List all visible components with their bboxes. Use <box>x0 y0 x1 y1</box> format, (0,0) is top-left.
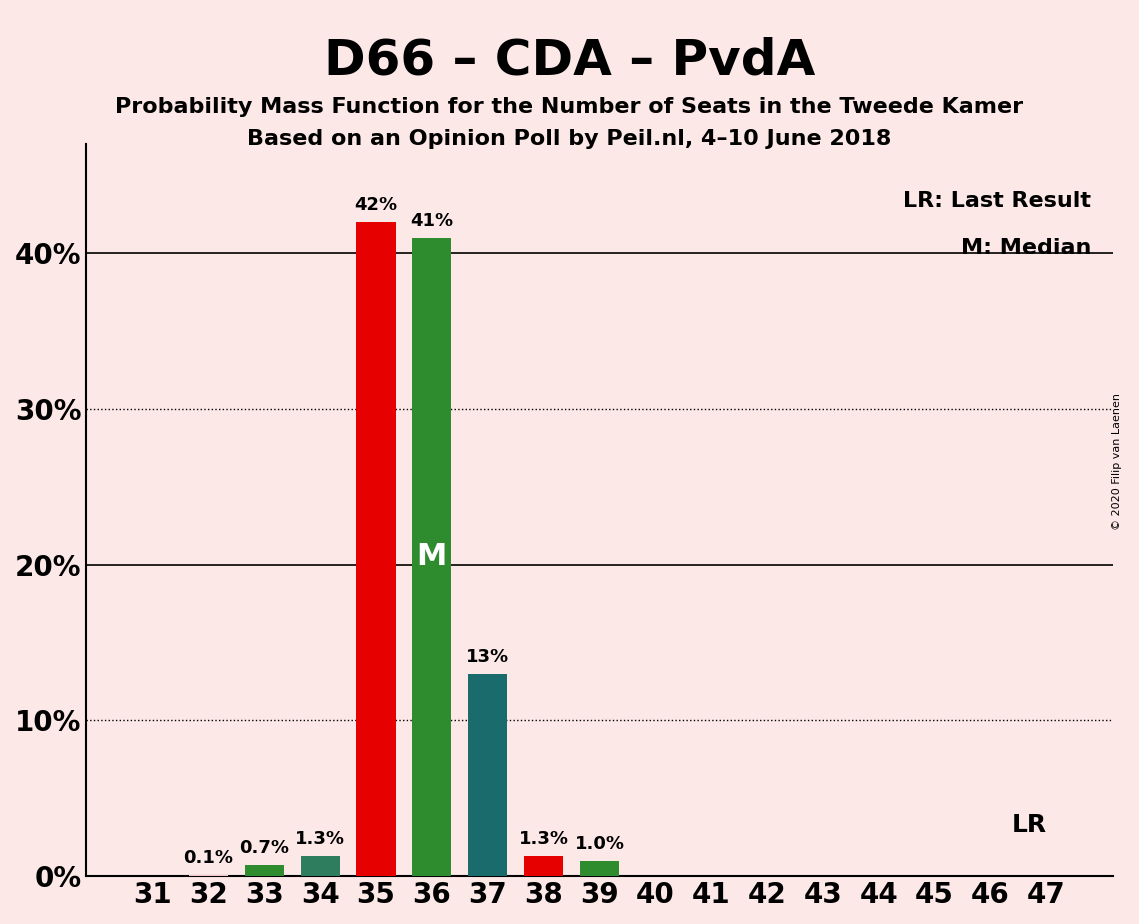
Text: 1.0%: 1.0% <box>574 834 624 853</box>
Bar <box>301 856 339 876</box>
Bar <box>189 875 228 876</box>
Text: Based on an Opinion Poll by Peil.nl, 4–10 June 2018: Based on an Opinion Poll by Peil.nl, 4–1… <box>247 129 892 150</box>
Text: M: Median: M: Median <box>960 237 1091 258</box>
Text: 42%: 42% <box>354 197 398 214</box>
Text: Probability Mass Function for the Number of Seats in the Tweede Kamer: Probability Mass Function for the Number… <box>115 97 1024 117</box>
Text: 0.7%: 0.7% <box>239 840 289 857</box>
Text: 1.3%: 1.3% <box>295 830 345 848</box>
Bar <box>412 237 451 876</box>
Text: 1.3%: 1.3% <box>518 830 568 848</box>
Text: LR: Last Result: LR: Last Result <box>903 191 1091 211</box>
Bar <box>245 865 284 876</box>
Text: 13%: 13% <box>466 648 509 666</box>
Bar <box>357 222 395 876</box>
Text: © 2020 Filip van Laenen: © 2020 Filip van Laenen <box>1112 394 1122 530</box>
Bar <box>524 856 563 876</box>
Text: LR: LR <box>1011 813 1047 837</box>
Text: 41%: 41% <box>410 212 453 230</box>
Bar <box>580 860 618 876</box>
Bar <box>468 674 507 876</box>
Text: 0.1%: 0.1% <box>183 849 233 867</box>
Text: D66 – CDA – PvdA: D66 – CDA – PvdA <box>323 37 816 85</box>
Text: M: M <box>417 542 448 571</box>
